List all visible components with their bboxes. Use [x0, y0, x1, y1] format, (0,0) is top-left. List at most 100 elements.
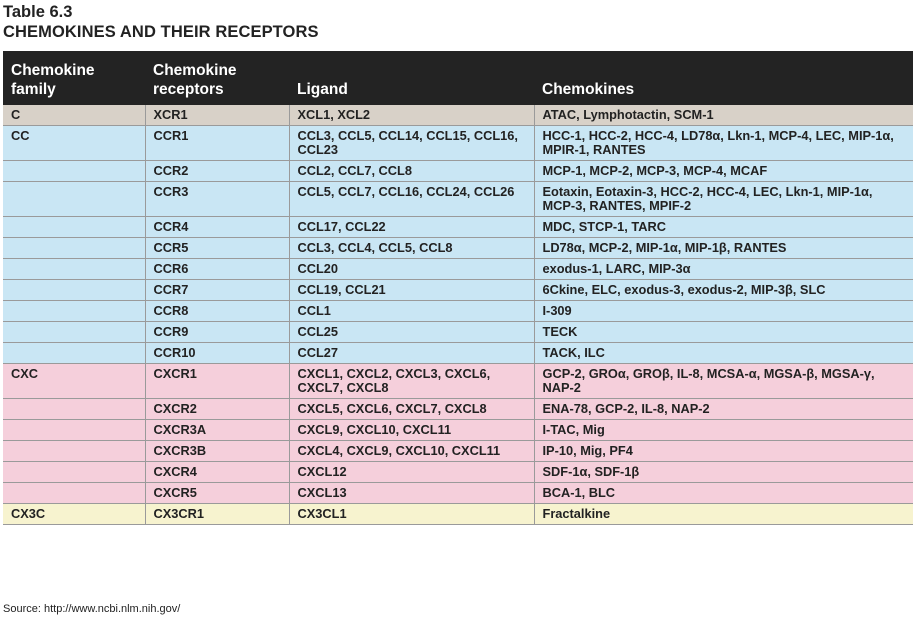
table-row: CCR3 CCL5, CCL7, CCL16, CCL24, CCL26 Eotax… [3, 181, 913, 217]
ligand-cell: CCL27 [289, 342, 535, 364]
header-family-line2: family [11, 81, 56, 98]
chemokines-cell: BCA-1, BLC [534, 482, 913, 504]
receptor-cell: CCR5 [145, 237, 290, 259]
table-row: C XCR1 XCL1, XCL2 ATAC, Lymphotactin, SCM-1 [3, 105, 913, 126]
table-row: CXCR3B CXCL4, CXCL9, CXCL10, CXCL11 IP-10,… [3, 440, 913, 462]
ligand-cell: CCL5, CCL7, CCL16, CCL24, CCL26 [289, 181, 535, 217]
family-cell [3, 300, 146, 322]
receptor-cell: CCR8 [145, 300, 290, 322]
table-row: CXCR2 CXCL5, CXCL6, CXCL7, CXCL8 ENA-78, G… [3, 398, 913, 420]
chemokines-cell: MDC, STCP-1, TARC [534, 216, 913, 238]
ligand-cell: CXCL12 [289, 461, 535, 483]
ligand-cell: CXCL9, CXCL10, CXCL11 [289, 419, 535, 441]
table-row: CCR2 CCL2, CCL7, CCL8 MCP-1, MCP-2, MCP-3,… [3, 160, 913, 182]
receptor-cell: CXCR5 [145, 482, 290, 504]
receptor-cell: CCR9 [145, 321, 290, 343]
family-cell [3, 279, 146, 301]
source-note: Source: http://www.ncbi.nlm.nih.gov/ [3, 603, 181, 615]
chemokines-cell: GCP-2, GROα, GROβ, IL-8, MCSA-α, MGSA-β,… [534, 363, 913, 399]
header-family: Chemokine family [3, 51, 145, 105]
chemokines-cell: HCC-1, HCC-2, HCC-4, LD78α, Lkn-1, MCP-4… [534, 125, 913, 161]
family-cell [3, 237, 146, 259]
chemokines-cell: Eotaxin, Eotaxin-3, HCC-2, HCC-4, LEC, L… [534, 181, 913, 217]
receptor-cell: CCR4 [145, 216, 290, 238]
receptor-cell: CCR7 [145, 279, 290, 301]
family-cell [3, 160, 146, 182]
chemokines-cell: ENA-78, GCP-2, IL-8, NAP-2 [534, 398, 913, 420]
table-row: CX3C CX3CR1 CX3CL1 Fractalkine [3, 503, 913, 525]
receptor-cell: CCR2 [145, 160, 290, 182]
table-row: CXCR4 CXCL12 SDF-1α, SDF-1β [3, 461, 913, 483]
table-caption: Table 6.3 CHEMOKINES AND THEIR RECEPTORS [3, 2, 319, 42]
chemokines-cell: ATAC, Lymphotactin, SCM-1 [534, 105, 913, 126]
table-row: CCR9 CCL25 TECK [3, 321, 913, 343]
header-receptors-line2: receptors [153, 81, 224, 98]
header-receptors: Chemokine receptors [145, 51, 289, 105]
receptor-cell: CXCR1 [145, 363, 290, 399]
chemokines-cell: 6Ckine, ELC, exodus-3, exodus-2, MIP-3β,… [534, 279, 913, 301]
family-cell [3, 321, 146, 343]
table-row: CCR4 CCL17, CCL22 MDC, STCP-1, TARC [3, 216, 913, 238]
family-cell: CC [3, 125, 146, 161]
chemokines-cell: IP-10, Mig, PF4 [534, 440, 913, 462]
receptor-cell: CXCR3A [145, 419, 290, 441]
table-row: CXCR3A CXCL9, CXCL10, CXCL11 I-TAC, Mig [3, 419, 913, 441]
family-cell: C [3, 105, 146, 126]
table-row: CC CCR1 CCL3, CCL5, CCL14, CCL15, CCL16, C… [3, 125, 913, 161]
receptor-cell: XCR1 [145, 105, 290, 126]
chemokines-cell: MCP-1, MCP-2, MCP-3, MCP-4, MCAF [534, 160, 913, 182]
table-row: CCR10 CCL27 TACK, ILC [3, 342, 913, 364]
family-cell [3, 216, 146, 238]
table-number: Table 6.3 [3, 3, 73, 21]
ligand-cell: XCL1, XCL2 [289, 105, 535, 126]
header-chemokines: Chemokines [534, 51, 913, 105]
table-row: CCR6 CCL20 exodus-1, LARC, MIP-3α [3, 258, 913, 280]
family-cell [3, 419, 146, 441]
table-title: CHEMOKINES AND THEIR RECEPTORS [3, 23, 319, 41]
table-header: Chemokine family Chemokine receptors Ligan… [3, 51, 913, 105]
receptor-cell: CXCR4 [145, 461, 290, 483]
chemokine-table: Chemokine family Chemokine receptors Ligan… [3, 51, 913, 525]
receptor-cell: CCR1 [145, 125, 290, 161]
family-cell [3, 258, 146, 280]
family-cell [3, 342, 146, 364]
chemokines-cell: TECK [534, 321, 913, 343]
table-row: CCR7 CCL19, CCL21 6Ckine, ELC, exodus-3, e… [3, 279, 913, 301]
table-row: CXCR5 CXCL13 BCA-1, BLC [3, 482, 913, 504]
ligand-cell: CCL17, CCL22 [289, 216, 535, 238]
chemokines-cell: exodus-1, LARC, MIP-3α [534, 258, 913, 280]
ligand-cell: CX3CL1 [289, 503, 535, 525]
table-row: CXC CXCR1 CXCL1, CXCL2, CXCL3, CXCL6, CXCL… [3, 363, 913, 399]
ligand-cell: CCL3, CCL5, CCL14, CCL15, CCL16, CCL23 [289, 125, 535, 161]
chemokines-cell: I-309 [534, 300, 913, 322]
family-cell [3, 461, 146, 483]
header-receptors-line1: Chemokine [153, 62, 237, 79]
ligand-cell: CCL20 [289, 258, 535, 280]
table-row: CCR8 CCL1 I-309 [3, 300, 913, 322]
ligand-cell: CXCL13 [289, 482, 535, 504]
receptor-cell: CCR3 [145, 181, 290, 217]
ligand-cell: CCL2, CCL7, CCL8 [289, 160, 535, 182]
header-ligand: Ligand [289, 51, 534, 105]
receptor-cell: CXCR2 [145, 398, 290, 420]
ligand-cell: CCL1 [289, 300, 535, 322]
ligand-cell: CXCL5, CXCL6, CXCL7, CXCL8 [289, 398, 535, 420]
table-row: CCR5 CCL3, CCL4, CCL5, CCL8 LD78α, MCP-2, … [3, 237, 913, 259]
receptor-cell: CCR10 [145, 342, 290, 364]
chemokines-cell: Fractalkine [534, 503, 913, 525]
chemokines-cell: TACK, ILC [534, 342, 913, 364]
receptor-cell: CXCR3B [145, 440, 290, 462]
chemokines-cell: SDF-1α, SDF-1β [534, 461, 913, 483]
family-cell [3, 181, 146, 217]
receptor-cell: CCR6 [145, 258, 290, 280]
table-body: C XCR1 XCL1, XCL2 ATAC, Lymphotactin, SCM-1… [3, 105, 913, 525]
header-family-line1: Chemokine [11, 62, 95, 79]
ligand-cell: CCL3, CCL4, CCL5, CCL8 [289, 237, 535, 259]
ligand-cell: CXCL1, CXCL2, CXCL3, CXCL6, CXCL7, CXCL8 [289, 363, 535, 399]
ligand-cell: CXCL4, CXCL9, CXCL10, CXCL11 [289, 440, 535, 462]
header-row: Chemokine family Chemokine receptors Ligan… [3, 51, 913, 105]
chemokines-cell: LD78α, MCP-2, MIP-1α, MIP-1β, RANTES [534, 237, 913, 259]
ligand-cell: CCL25 [289, 321, 535, 343]
receptor-cell: CX3CR1 [145, 503, 290, 525]
family-cell: CX3C [3, 503, 146, 525]
